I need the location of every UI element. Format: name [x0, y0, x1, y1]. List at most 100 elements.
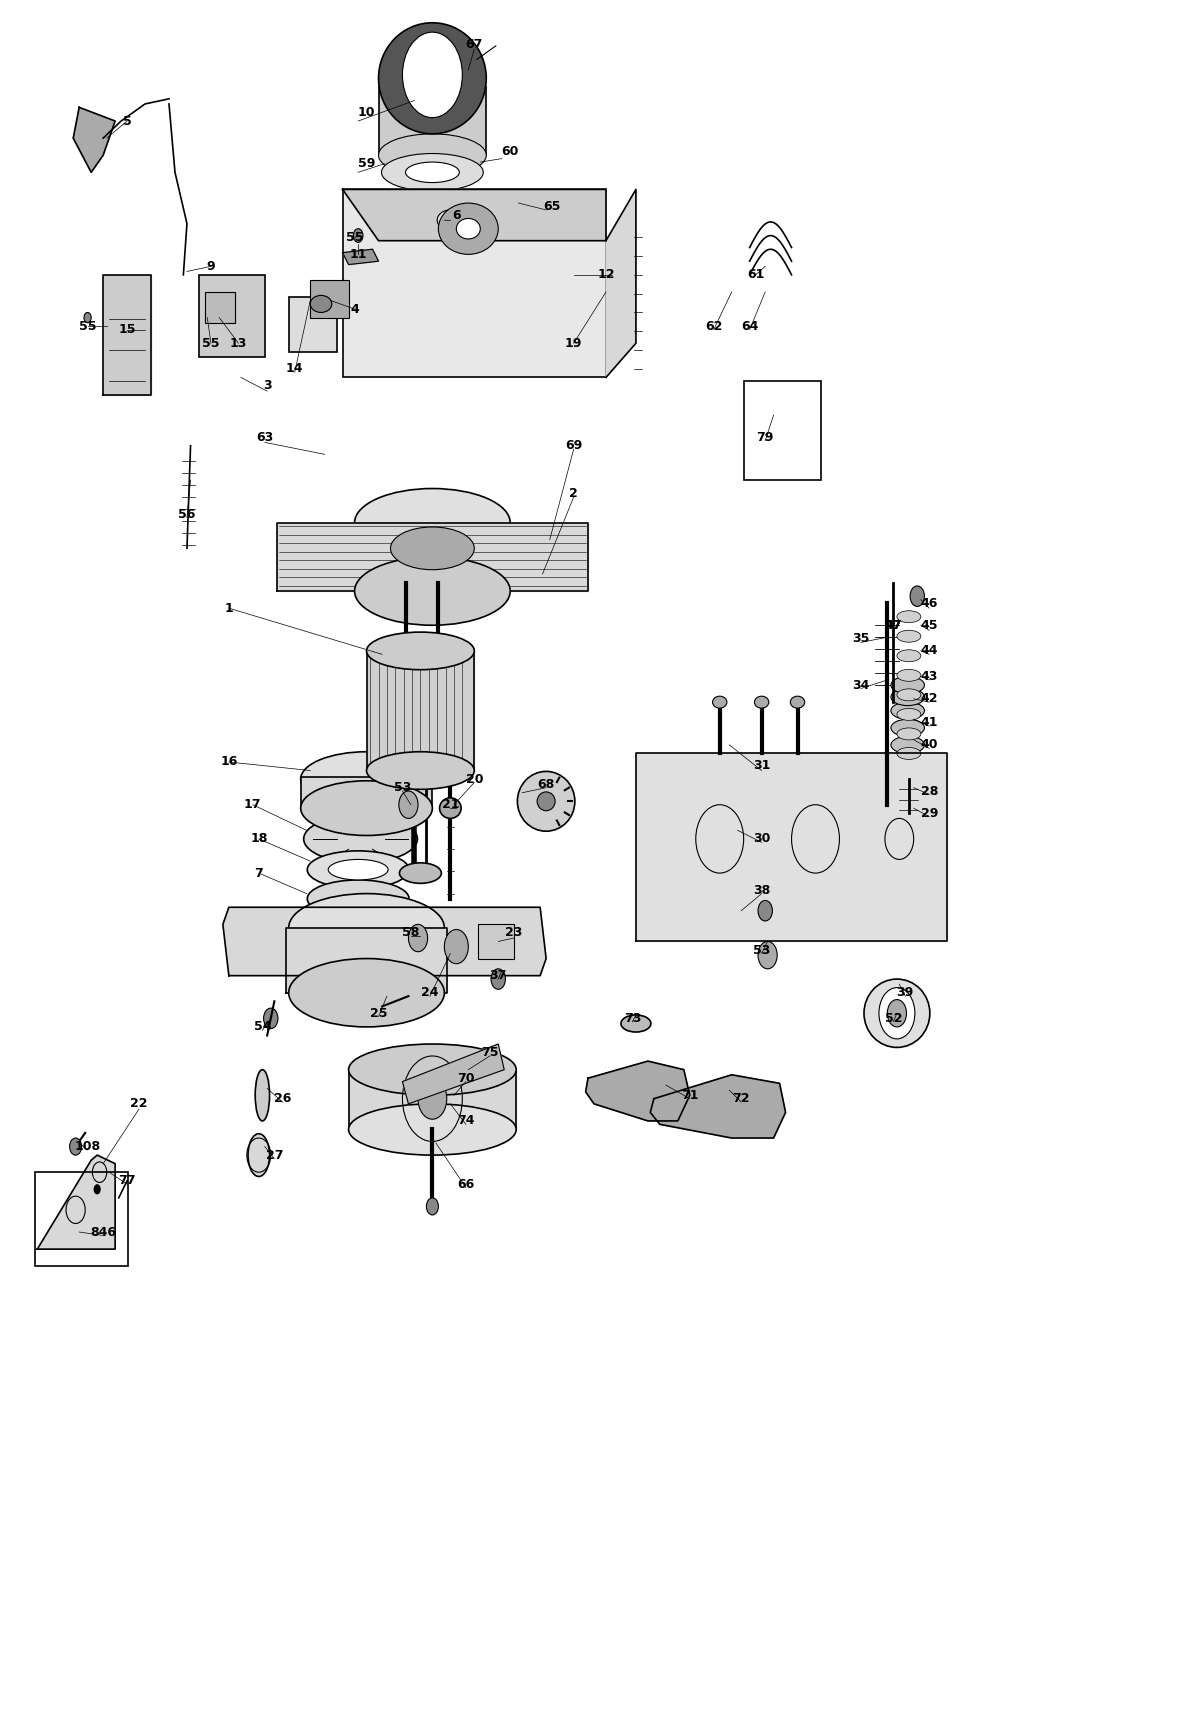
- Ellipse shape: [438, 204, 498, 255]
- Circle shape: [426, 1198, 438, 1216]
- FancyBboxPatch shape: [478, 924, 514, 959]
- Text: 26: 26: [274, 1092, 292, 1106]
- Ellipse shape: [311, 296, 332, 313]
- Polygon shape: [348, 1070, 516, 1130]
- Ellipse shape: [301, 752, 432, 806]
- Polygon shape: [402, 1044, 504, 1104]
- Polygon shape: [636, 753, 947, 942]
- Circle shape: [758, 942, 778, 969]
- Ellipse shape: [366, 632, 474, 669]
- Text: 13: 13: [229, 337, 247, 349]
- Text: 42: 42: [920, 692, 938, 705]
- Text: 79: 79: [756, 431, 774, 443]
- Ellipse shape: [517, 772, 575, 832]
- Ellipse shape: [437, 211, 463, 231]
- Text: 68: 68: [538, 777, 554, 791]
- Circle shape: [491, 969, 505, 990]
- Text: 71: 71: [682, 1089, 698, 1103]
- Polygon shape: [223, 907, 546, 976]
- Ellipse shape: [456, 219, 480, 240]
- Ellipse shape: [390, 527, 474, 570]
- Text: 20: 20: [466, 772, 484, 786]
- Text: 65: 65: [544, 200, 560, 212]
- Text: 69: 69: [565, 440, 582, 452]
- Polygon shape: [287, 928, 446, 993]
- Polygon shape: [342, 190, 606, 241]
- Text: 16: 16: [220, 755, 238, 769]
- Text: 14: 14: [286, 363, 304, 375]
- Ellipse shape: [382, 154, 484, 192]
- Text: 38: 38: [754, 883, 770, 897]
- Ellipse shape: [896, 630, 920, 642]
- Ellipse shape: [307, 880, 409, 918]
- Ellipse shape: [378, 134, 486, 176]
- Text: 59: 59: [358, 158, 376, 169]
- Ellipse shape: [713, 697, 727, 709]
- Polygon shape: [277, 522, 588, 591]
- Text: 74: 74: [457, 1115, 475, 1128]
- Text: 29: 29: [920, 806, 938, 820]
- Circle shape: [910, 586, 924, 606]
- Text: 63: 63: [256, 431, 274, 443]
- Text: 70: 70: [457, 1072, 475, 1085]
- Text: 55: 55: [79, 320, 96, 332]
- Circle shape: [398, 791, 418, 818]
- Text: 15: 15: [119, 324, 136, 336]
- Ellipse shape: [406, 163, 460, 183]
- FancyBboxPatch shape: [342, 190, 606, 377]
- Text: 60: 60: [502, 146, 518, 158]
- Text: 23: 23: [505, 926, 522, 940]
- Polygon shape: [103, 276, 151, 394]
- Ellipse shape: [400, 863, 442, 883]
- Text: 10: 10: [358, 106, 376, 120]
- Polygon shape: [37, 1156, 115, 1250]
- Text: 27: 27: [265, 1149, 283, 1162]
- Text: 3: 3: [263, 380, 271, 392]
- FancyBboxPatch shape: [289, 298, 337, 351]
- Ellipse shape: [304, 815, 418, 863]
- Ellipse shape: [890, 676, 924, 693]
- Text: 25: 25: [370, 1007, 388, 1020]
- Text: 30: 30: [752, 832, 770, 846]
- Text: 41: 41: [920, 716, 938, 729]
- Text: 72: 72: [732, 1092, 750, 1106]
- Text: 45: 45: [920, 618, 938, 632]
- Text: 35: 35: [852, 632, 870, 645]
- Ellipse shape: [896, 748, 920, 760]
- Ellipse shape: [492, 195, 528, 226]
- Ellipse shape: [256, 1070, 270, 1121]
- Text: 77: 77: [119, 1174, 136, 1186]
- Text: 46: 46: [920, 596, 938, 609]
- Circle shape: [353, 229, 362, 243]
- Text: 55: 55: [346, 231, 364, 243]
- Text: 12: 12: [598, 269, 614, 281]
- Ellipse shape: [248, 1133, 270, 1176]
- Ellipse shape: [538, 793, 556, 811]
- FancyBboxPatch shape: [311, 281, 348, 318]
- Text: 55: 55: [202, 337, 220, 349]
- Ellipse shape: [289, 894, 444, 962]
- Text: 1: 1: [224, 601, 233, 615]
- Ellipse shape: [354, 556, 510, 625]
- Ellipse shape: [439, 798, 461, 818]
- Text: 52: 52: [884, 1012, 902, 1025]
- Text: 21: 21: [442, 798, 460, 811]
- Ellipse shape: [896, 688, 920, 700]
- Circle shape: [758, 901, 773, 921]
- FancyBboxPatch shape: [199, 276, 265, 356]
- Circle shape: [84, 313, 91, 324]
- Polygon shape: [586, 1061, 690, 1121]
- Polygon shape: [342, 250, 378, 265]
- Ellipse shape: [890, 719, 924, 736]
- Polygon shape: [606, 190, 636, 377]
- Text: 47: 47: [884, 618, 902, 632]
- Text: 2: 2: [569, 488, 578, 500]
- Text: 28: 28: [920, 784, 938, 798]
- Ellipse shape: [896, 669, 920, 681]
- Polygon shape: [650, 1075, 786, 1138]
- Ellipse shape: [329, 859, 388, 880]
- Ellipse shape: [366, 752, 474, 789]
- Ellipse shape: [755, 697, 769, 709]
- Text: 7: 7: [254, 866, 263, 880]
- Text: 31: 31: [752, 758, 770, 772]
